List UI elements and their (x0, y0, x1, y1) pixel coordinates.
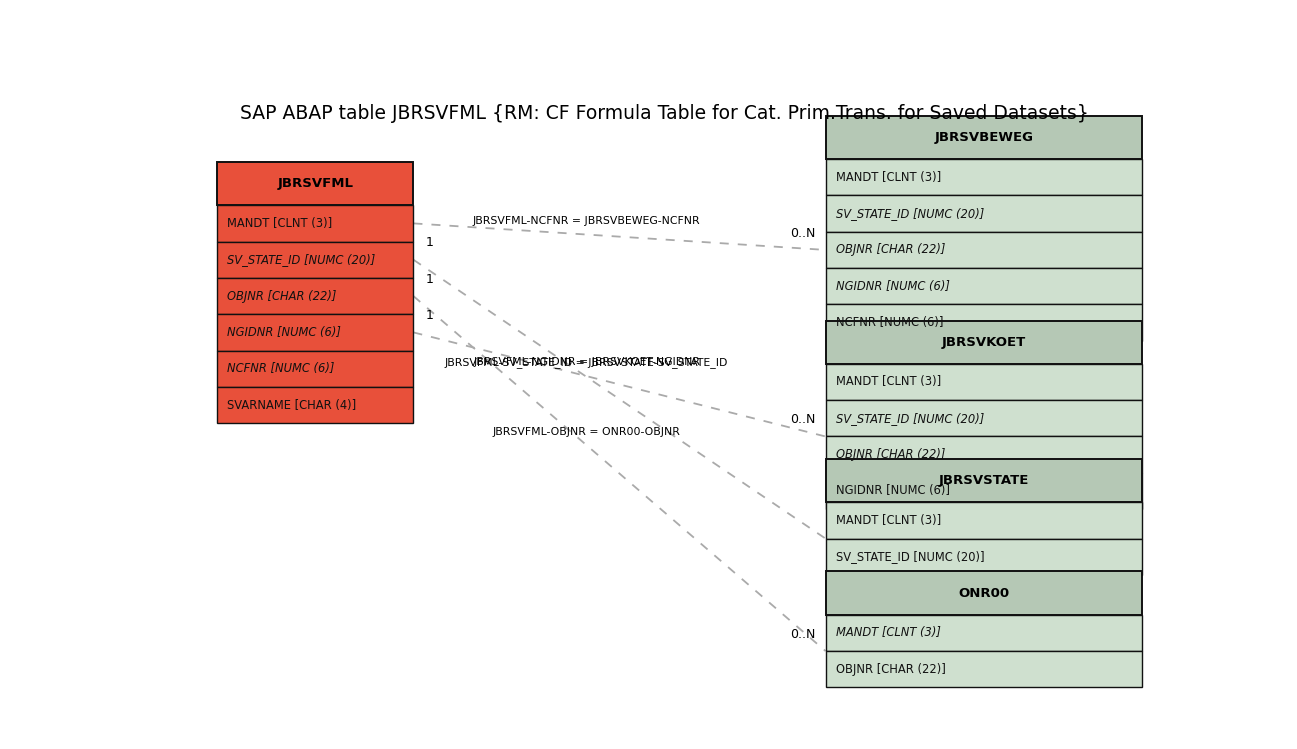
Bar (218, 387, 414, 423)
Text: 1: 1 (425, 309, 433, 322)
Bar (218, 205, 414, 242)
Bar (825, 116, 1143, 159)
Bar (825, 503, 1143, 539)
Text: MANDT [CLNT (3)]: MANDT [CLNT (3)] (227, 217, 333, 230)
Bar (825, 268, 1143, 304)
Text: SAP ABAP table JBRSVFML {RM: CF Formula Table for Cat. Prim.Trans. for Saved Dat: SAP ABAP table JBRSVFML {RM: CF Formula … (240, 104, 1089, 124)
Text: MANDT [CLNT (3)]: MANDT [CLNT (3)] (835, 171, 940, 184)
Bar (218, 315, 414, 351)
Bar (825, 400, 1143, 437)
Text: NGIDNR [NUMC (6)]: NGIDNR [NUMC (6)] (835, 280, 949, 293)
Bar (825, 539, 1143, 575)
Bar (218, 351, 414, 387)
Bar (825, 473, 1143, 509)
Text: JBRSVFML: JBRSVFML (278, 177, 353, 190)
Bar (825, 364, 1143, 400)
Text: 0..N: 0..N (790, 628, 816, 640)
Text: 0..N: 0..N (790, 413, 816, 426)
Bar (218, 162, 414, 205)
Text: ONR00: ONR00 (958, 586, 1009, 600)
Text: JBRSVKOET: JBRSVKOET (942, 336, 1026, 349)
Bar (825, 195, 1143, 231)
Bar (825, 615, 1143, 651)
Text: 1: 1 (425, 273, 433, 285)
Bar (825, 437, 1143, 473)
Text: JBRSVSTATE: JBRSVSTATE (939, 474, 1029, 487)
Text: OBJNR [CHAR (22)]: OBJNR [CHAR (22)] (835, 243, 946, 256)
Text: 1: 1 (425, 237, 433, 249)
Text: OBJNR [CHAR (22)]: OBJNR [CHAR (22)] (835, 448, 946, 461)
Bar (825, 159, 1143, 195)
Bar (825, 231, 1143, 268)
Text: SV_STATE_ID [NUMC (20)]: SV_STATE_ID [NUMC (20)] (835, 551, 984, 563)
Text: NGIDNR [NUMC (6)]: NGIDNR [NUMC (6)] (835, 485, 949, 497)
Text: MANDT [CLNT (3)]: MANDT [CLNT (3)] (835, 514, 940, 527)
Text: SV_STATE_ID [NUMC (20)]: SV_STATE_ID [NUMC (20)] (227, 253, 376, 266)
Text: OBJNR [CHAR (22)]: OBJNR [CHAR (22)] (227, 290, 337, 303)
Text: SVARNAME [CHAR (4)]: SVARNAME [CHAR (4)] (227, 398, 357, 411)
Bar (825, 459, 1143, 503)
Text: OBJNR [CHAR (22)]: OBJNR [CHAR (22)] (835, 663, 946, 676)
Text: NCFNR [NUMC (6)]: NCFNR [NUMC (6)] (835, 316, 943, 329)
Text: 0..N: 0..N (790, 226, 816, 240)
Bar (218, 242, 414, 278)
Text: MANDT [CLNT (3)]: MANDT [CLNT (3)] (835, 626, 940, 640)
Bar (218, 278, 414, 315)
Text: JBRSVFML-NGIDNR = JBRSVKOET-NGIDNR: JBRSVFML-NGIDNR = JBRSVKOET-NGIDNR (473, 357, 700, 368)
Text: JBRSVFML-OBJNR = ONR00-OBJNR: JBRSVFML-OBJNR = ONR00-OBJNR (493, 426, 681, 437)
Bar (825, 304, 1143, 341)
Bar (825, 571, 1143, 615)
Bar (825, 321, 1143, 364)
Text: JBRSVBEWEG: JBRSVBEWEG (934, 131, 1034, 144)
Text: JBRSVFML-SV_STATE_ID = JBRSVSTATE-SV_STATE_ID: JBRSVFML-SV_STATE_ID = JBRSVSTATE-SV_STA… (445, 357, 728, 369)
Bar (825, 651, 1143, 688)
Text: SV_STATE_ID [NUMC (20)]: SV_STATE_ID [NUMC (20)] (835, 412, 984, 425)
Text: SV_STATE_ID [NUMC (20)]: SV_STATE_ID [NUMC (20)] (835, 207, 984, 220)
Text: MANDT [CLNT (3)]: MANDT [CLNT (3)] (835, 375, 940, 389)
Text: NGIDNR [NUMC (6)]: NGIDNR [NUMC (6)] (227, 326, 341, 339)
Text: JBRSVFML-NCFNR = JBRSVBEWEG-NCFNR: JBRSVFML-NCFNR = JBRSVBEWEG-NCFNR (472, 216, 700, 226)
Text: NCFNR [NUMC (6)]: NCFNR [NUMC (6)] (227, 363, 335, 375)
